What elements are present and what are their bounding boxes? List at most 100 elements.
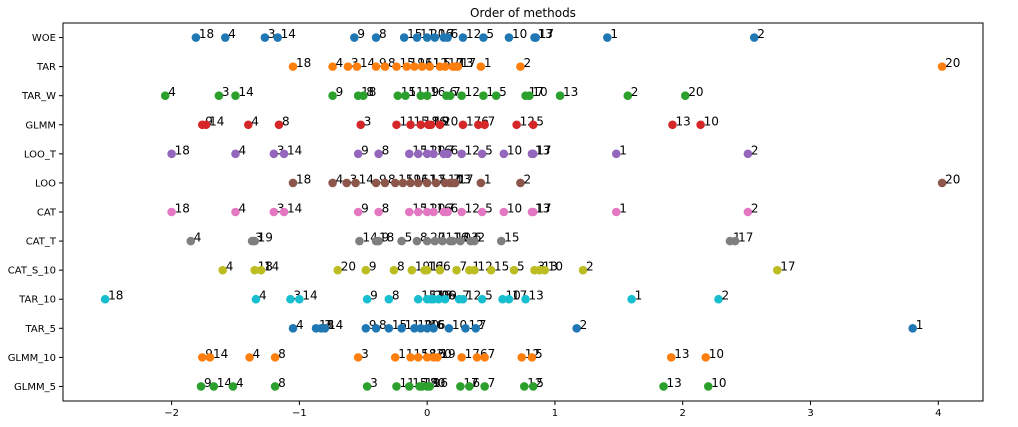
point-CAT-10 xyxy=(499,207,509,217)
point-TAR_W-2 xyxy=(623,91,633,100)
point-label-WOE-10: 10 xyxy=(512,27,527,41)
point-WOE-2 xyxy=(749,33,759,42)
point-TAR_10-19 xyxy=(434,294,443,304)
point-label-TAR-2: 2 xyxy=(523,56,531,70)
series-TAR_5: 41831498151119201661012721 xyxy=(288,318,923,333)
point-GLMM-4 xyxy=(243,120,253,130)
point-TAR-11 xyxy=(417,62,427,71)
point-LOO_T-9 xyxy=(353,149,363,159)
point-GLMM_5-3 xyxy=(362,382,372,391)
point-CAT_T-10 xyxy=(448,236,458,246)
point-TAR_W-10 xyxy=(525,91,534,100)
point-TAR_5-11 xyxy=(397,324,406,333)
y-tick-label: GLMM_5 xyxy=(14,382,56,393)
point-label-TAR_10-1: 1 xyxy=(635,289,643,303)
point-label-TAR-8: 8 xyxy=(388,56,396,70)
point-LOO_T-12 xyxy=(457,149,466,159)
point-label-CAT-5: 5 xyxy=(485,202,493,216)
point-GLMM_10-5 xyxy=(527,353,537,362)
point-LOO_T-10 xyxy=(499,149,509,159)
point-CAT_T-14 xyxy=(355,236,364,246)
axes-layer: −2 −1 0 1 2 3 4WOETARTAR_WGLMMLOO_TLOOCATCAT_T… xyxy=(8,22,984,419)
series-LOO_T: 18431498151120167612510131712 xyxy=(167,143,759,159)
point-label-TAR_10-14: 14 xyxy=(302,289,317,303)
point-TAR_W-13 xyxy=(555,91,565,100)
point-label-CAT_T-5: 5 xyxy=(405,231,413,245)
point-TAR_10-2 xyxy=(714,294,723,304)
x-tick-label: 3 xyxy=(807,408,813,419)
point-label-LOO_T-4: 4 xyxy=(239,143,247,157)
point-CAT-16 xyxy=(429,207,438,217)
point-TAR-3 xyxy=(343,62,353,71)
point-GLMM_10-13 xyxy=(666,353,676,362)
point-TAR-14 xyxy=(352,62,362,71)
y-tick-label: WOE xyxy=(32,33,56,44)
point-label-LOO-20: 20 xyxy=(945,172,960,186)
point-TAR_10-17 xyxy=(504,294,514,304)
point-GLMM-17 xyxy=(458,120,468,130)
point-GLMM-10 xyxy=(696,120,705,130)
y-tick-label: TAR_W xyxy=(21,91,56,102)
point-label-TAR_5-9: 9 xyxy=(369,318,377,332)
point-GLMM_10-17 xyxy=(457,353,466,362)
point-label-GLMM_5-7: 7 xyxy=(488,376,496,390)
point-label-CAT-17: 17 xyxy=(536,202,551,216)
point-TAR-12 xyxy=(425,62,435,71)
point-LOO-20 xyxy=(937,178,947,188)
point-LOO-18 xyxy=(288,178,298,188)
point-label-LOO_T-8: 8 xyxy=(382,143,390,157)
point-LOO-9 xyxy=(371,178,381,188)
point-label-CAT_S_10-10: 10 xyxy=(548,260,563,274)
point-WOE-15 xyxy=(399,33,409,42)
point-LOO-15 xyxy=(390,178,400,188)
point-label-TAR_W-5: 5 xyxy=(499,85,507,99)
point-TAR-20 xyxy=(937,62,947,71)
point-TAR_5-8 xyxy=(371,324,381,333)
point-GLMM_10-10 xyxy=(701,353,711,362)
point-label-GLMM_10-4: 4 xyxy=(253,347,261,361)
point-GLMM-13 xyxy=(668,120,677,130)
point-label-GLMM_10-19: 19 xyxy=(440,347,455,361)
point-GLMM_5-8 xyxy=(270,382,280,391)
point-label-TAR_W-14: 14 xyxy=(239,85,254,99)
x-tick-label: −1 xyxy=(292,408,307,419)
point-TAR_10-13 xyxy=(521,294,530,304)
point-label-GLMM-7: 7 xyxy=(488,114,496,128)
point-GLMM_10-12 xyxy=(517,353,527,362)
point-GLMM_5-4 xyxy=(228,382,238,391)
point-TAR_10-5 xyxy=(477,294,487,304)
point-LOO_T-16 xyxy=(429,149,438,159)
point-GLMM_5-12 xyxy=(519,382,529,391)
point-label-CAT_S_10-15: 15 xyxy=(494,260,509,274)
y-tick-label: GLMM xyxy=(25,120,56,131)
point-TAR_W-9 xyxy=(328,91,337,100)
point-label-GLMM-20: 20 xyxy=(443,114,458,128)
point-GLMM_5-14 xyxy=(209,382,219,391)
point-LOO-14 xyxy=(351,178,360,188)
point-TAR_5-7 xyxy=(471,324,481,333)
point-label-WOE-8: 8 xyxy=(379,27,387,41)
point-CAT-17 xyxy=(528,207,538,217)
point-CAT_T-19 xyxy=(250,236,259,246)
point-label-CAT-4: 4 xyxy=(239,202,247,216)
point-label-LOO_T-13: 13 xyxy=(535,143,550,157)
point-GLMM-14 xyxy=(201,120,211,130)
point-label-TAR_W-6: 6 xyxy=(449,85,457,99)
point-GLMM_10-3 xyxy=(353,353,363,362)
point-LOO_T-6 xyxy=(443,149,452,159)
point-label-LOO_T-10: 10 xyxy=(507,143,522,157)
point-LOO_T-8 xyxy=(374,149,383,159)
point-CAT_T-7 xyxy=(430,236,440,246)
point-LOO-4 xyxy=(328,178,337,188)
point-label-TAR_5-3: 3 xyxy=(324,318,332,332)
point-TAR_10-1 xyxy=(627,294,636,304)
point-label-TAR_5-2: 2 xyxy=(580,318,588,332)
point-label-TAR-18: 18 xyxy=(296,56,311,70)
point-TAR_5-12 xyxy=(461,324,470,333)
point-TAR_10-18 xyxy=(100,294,110,304)
point-CAT_S_10-15 xyxy=(486,265,496,275)
point-CAT_S_10-10 xyxy=(540,265,550,275)
point-TAR_10-12 xyxy=(458,294,468,304)
